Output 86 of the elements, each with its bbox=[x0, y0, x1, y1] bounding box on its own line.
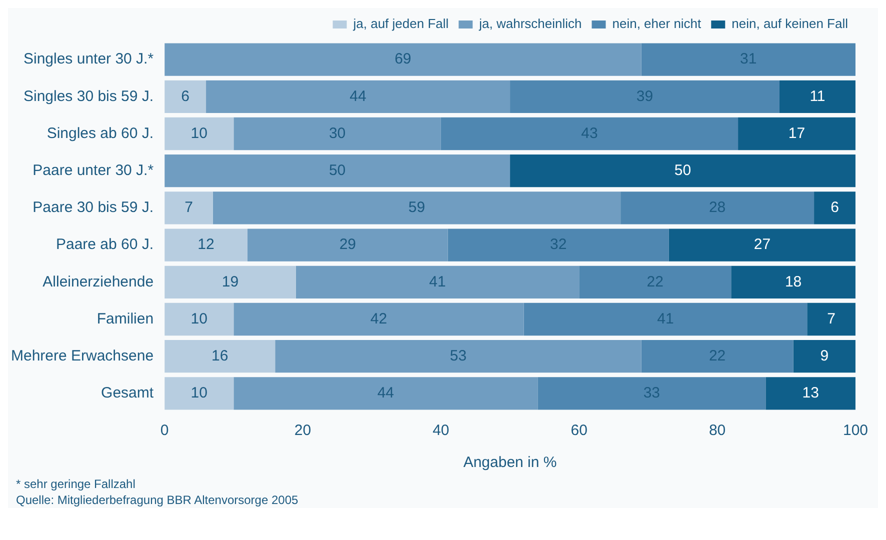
bar bbox=[538, 377, 766, 410]
legend-label: ja, wahrscheinlich bbox=[478, 16, 582, 32]
bar bbox=[164, 80, 206, 113]
y-tick-label: Paare unter 30 J.* bbox=[32, 162, 154, 179]
y-tick-label: Paare 30 bis 59 J. bbox=[32, 199, 154, 216]
data-label: 7 bbox=[827, 310, 836, 328]
legend-label: nein, eher nicht bbox=[612, 16, 702, 32]
source-note: Quelle: Mitgliederbefragung BBR Altenvorsorge 2005 bbox=[16, 492, 300, 508]
bar bbox=[247, 228, 448, 262]
bar bbox=[234, 377, 538, 410]
bar bbox=[164, 302, 234, 336]
bar bbox=[164, 228, 248, 262]
data-label: 17 bbox=[788, 124, 806, 142]
legend-label: nein, auf keinen Fall bbox=[732, 16, 848, 32]
x-axis-title: Angaben in % bbox=[463, 454, 557, 472]
data-label: 9 bbox=[820, 347, 829, 364]
data-label: 19 bbox=[222, 273, 239, 290]
bar bbox=[814, 192, 856, 224]
data-label: 13 bbox=[802, 384, 819, 402]
y-tick-label: Alleinerziehende bbox=[42, 273, 154, 290]
data-label: 27 bbox=[754, 236, 771, 254]
bar bbox=[164, 340, 276, 373]
bar bbox=[234, 117, 441, 150]
data-label: 29 bbox=[339, 236, 356, 254]
data-label: 11 bbox=[810, 88, 826, 105]
data-label: 30 bbox=[328, 124, 346, 142]
bar bbox=[579, 266, 732, 298]
bar bbox=[524, 302, 808, 336]
bar bbox=[731, 266, 856, 298]
bar bbox=[164, 266, 296, 298]
bar bbox=[164, 117, 234, 150]
bar bbox=[779, 80, 856, 113]
data-label: 50 bbox=[328, 162, 346, 179]
y-tick-label: Gesamt bbox=[101, 384, 154, 402]
bar bbox=[234, 302, 524, 336]
bar bbox=[296, 266, 580, 298]
data-label: 42 bbox=[370, 310, 388, 328]
x-tick-label: 40 bbox=[432, 422, 450, 440]
x-tick-label: 60 bbox=[570, 422, 588, 440]
data-label: 44 bbox=[377, 384, 394, 402]
y-tick-label: Mehrere Erwachsene bbox=[10, 347, 154, 364]
data-label: 16 bbox=[211, 347, 228, 364]
bar bbox=[164, 43, 642, 76]
y-tick-label: Singles ab 60 J. bbox=[46, 124, 154, 142]
data-label: 10 bbox=[190, 384, 208, 402]
bar bbox=[641, 43, 856, 76]
bar bbox=[440, 117, 738, 150]
data-label: 50 bbox=[674, 162, 692, 179]
x-tick-label: 20 bbox=[294, 422, 312, 440]
data-label: 44 bbox=[350, 88, 366, 105]
text: * sehr geringe Fallzahl bbox=[16, 476, 136, 492]
bar bbox=[164, 377, 234, 410]
data-label: 59 bbox=[408, 199, 426, 216]
bar bbox=[766, 377, 856, 410]
x-tick-label: 80 bbox=[708, 422, 726, 440]
data-label: 6 bbox=[181, 88, 190, 105]
data-label: 10 bbox=[190, 310, 208, 328]
y-tick-label: Singles unter 30 J.* bbox=[23, 50, 154, 68]
bar bbox=[212, 192, 621, 224]
data-label: 41 bbox=[429, 273, 446, 290]
bar bbox=[275, 340, 642, 373]
data-label: 53 bbox=[450, 347, 467, 364]
bar bbox=[206, 80, 510, 113]
bar bbox=[738, 117, 856, 150]
y-tick-label: Paare ab 60 J. bbox=[56, 236, 154, 254]
data-label: 69 bbox=[394, 50, 412, 68]
data-label: 18 bbox=[784, 273, 802, 290]
legend-label: ja, auf jeden Fall bbox=[352, 16, 449, 32]
y-tick-label: Familien bbox=[96, 310, 154, 328]
x-tick-label: 0 bbox=[160, 422, 169, 440]
data-label: 12 bbox=[198, 236, 214, 254]
data-label: 10 bbox=[190, 124, 208, 142]
bar bbox=[448, 228, 669, 262]
data-label: 6 bbox=[830, 199, 839, 216]
x-tick-label: 100 bbox=[842, 422, 868, 440]
bar bbox=[641, 340, 794, 373]
bar bbox=[510, 80, 780, 113]
bar bbox=[164, 192, 213, 224]
bar bbox=[620, 192, 814, 224]
bar bbox=[793, 340, 856, 373]
bar bbox=[807, 302, 856, 336]
bar bbox=[668, 228, 856, 262]
data-label: 7 bbox=[184, 199, 193, 216]
bar bbox=[510, 154, 856, 188]
y-tick-label: Singles 30 bis 59 J. bbox=[23, 88, 154, 105]
bar bbox=[164, 154, 510, 188]
